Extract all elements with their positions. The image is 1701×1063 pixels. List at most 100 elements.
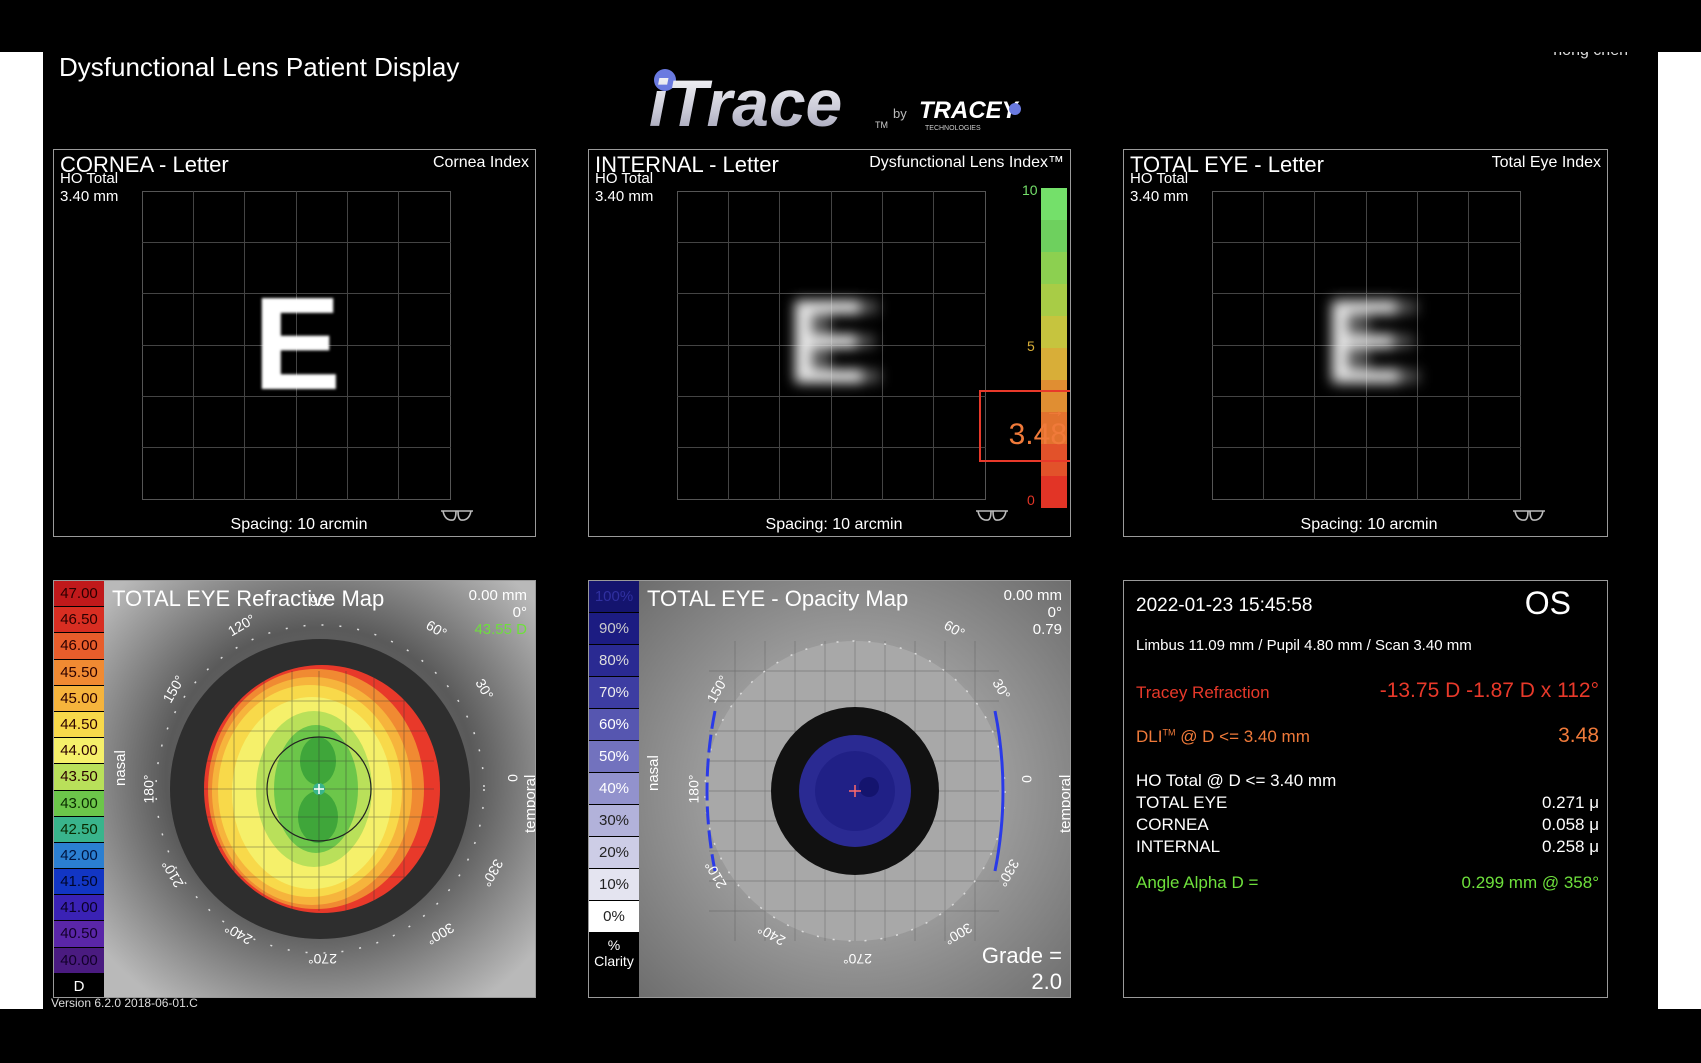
letter-e: E xyxy=(787,275,867,409)
legend-item: 44.00 xyxy=(54,738,104,765)
legend-unit: % Clarity xyxy=(589,933,639,969)
panel-subtitle: HO Total 3.40 mm xyxy=(1130,170,1188,206)
map-info-diameter: 0.00 mm xyxy=(1003,587,1062,604)
clarity-legend: 100% 90% 80% 70% 60% 50% 40% 30% 20% 10%… xyxy=(589,581,639,969)
ho-total-label: HO Total xyxy=(60,170,119,187)
temporal-label: temporal xyxy=(1057,774,1071,833)
cornea-letter-panel[interactable]: CORNEA - Letter HO Total 3.40 mm Cornea … xyxy=(53,149,536,537)
glasses-icon[interactable] xyxy=(1511,508,1547,524)
row-value: 0.058 μ xyxy=(1541,815,1599,834)
diameter-label: 3.40 mm xyxy=(1130,188,1189,205)
legend-item: 40.50 xyxy=(54,921,104,948)
letter-grid: E xyxy=(142,191,451,500)
letter-e-ghost: E xyxy=(805,275,885,409)
map-info-angle: 0° xyxy=(512,604,527,621)
total-eye-letter-panel[interactable]: TOTAL EYE - Letter HO Total 3.40 mm Tota… xyxy=(1123,149,1608,537)
angle-270: 270° xyxy=(308,951,337,967)
temporal-label: temporal xyxy=(522,774,536,833)
legend-unit-percent: % xyxy=(607,937,621,953)
logo-main-text: iTrace xyxy=(649,66,842,140)
refractive-map-panel[interactable]: 47.00 46.50 46.00 45.50 45.00 44.50 44.0… xyxy=(53,580,536,998)
refraction-label: Tracey Refraction xyxy=(1136,683,1270,702)
internal-letter-panel[interactable]: INTERNAL - Letter HO Total 3.40 mm Dysfu… xyxy=(588,149,1071,537)
refractive-legend: 47.00 46.50 46.00 45.50 45.00 44.50 44.0… xyxy=(54,581,104,997)
angle-alpha-label: Angle Alpha D = xyxy=(1136,873,1259,892)
logo-tm: TM xyxy=(875,120,888,130)
row-value: 0.258 μ xyxy=(1541,837,1599,856)
spacing-label: Spacing: 10 arcmin xyxy=(230,516,368,533)
legend-item: 70% xyxy=(589,677,639,709)
measurements: Limbus 11.09 mm / Pupil 4.80 mm / Scan 3… xyxy=(1136,637,1472,654)
grade-label: Grade = xyxy=(981,943,1062,968)
legend-item: 41.50 xyxy=(54,869,104,896)
scale-mid: 5 xyxy=(1027,338,1035,354)
dli-scale-bar xyxy=(1041,188,1067,508)
row-value: 0.271 μ xyxy=(1541,793,1599,812)
map-info-diameter: 0.00 mm xyxy=(468,587,527,604)
scale-min: 0 xyxy=(1027,492,1035,508)
ho-total-label: HO Total @ D <= 3.40 mm xyxy=(1136,771,1337,790)
legend-item: 41.00 xyxy=(54,895,104,922)
legend-item: 45.50 xyxy=(54,659,104,686)
legend-item: 42.00 xyxy=(54,842,104,870)
legend-item: 46.50 xyxy=(54,607,104,634)
cornea-index-label: Cornea Index xyxy=(432,154,529,171)
map-info-power: 43.55 D xyxy=(474,621,527,638)
glasses-icon[interactable] xyxy=(974,508,1010,524)
legend-item: 40% xyxy=(589,773,639,805)
spacing-label: Spacing: 10 arcmin xyxy=(765,516,903,533)
user-name: hong chen xyxy=(1553,52,1628,60)
legend-item: 10% xyxy=(589,869,639,901)
angle-90: 90° xyxy=(310,593,332,609)
legend-unit: D xyxy=(54,973,104,997)
letter-e: E xyxy=(253,270,341,417)
angle-0: 0 xyxy=(1018,775,1035,783)
map-info-value: 0.79 xyxy=(1032,621,1062,638)
legend-item: 0% xyxy=(589,901,639,933)
refractive-map-view xyxy=(104,581,535,997)
legend-item: 40.00 xyxy=(54,947,104,974)
legend-item: 20% xyxy=(589,837,639,869)
logo-company: TRACEY xyxy=(919,97,1020,124)
logo-star-icon xyxy=(654,69,676,91)
left-border-strip xyxy=(0,52,43,1009)
map-info: 0.00 mm 0° 43.55 D xyxy=(469,587,527,638)
legend-item: 30% xyxy=(589,805,639,837)
ho-total-label: HO Total xyxy=(595,170,654,187)
glasses-icon[interactable] xyxy=(439,508,475,524)
panel-subtitle: HO Total 3.40 mm xyxy=(595,170,653,206)
opacity-map-panel[interactable]: 100% 90% 80% 70% 60% 50% 40% 30% 20% 10%… xyxy=(588,580,1071,998)
patient-display: Dysfunctional Lens Patient Display hong … xyxy=(43,52,1658,1009)
map-info-angle: 0° xyxy=(1047,604,1062,621)
dli-label-text: DLI xyxy=(1136,727,1163,746)
dli-value-box: → 3.48 xyxy=(979,390,1070,462)
itrace-logo: iTrace TM by TRACEY TECHNOLOGIES xyxy=(649,66,1021,140)
legend-item: 43.00 xyxy=(54,790,104,817)
opacity-map-view xyxy=(639,581,1070,997)
legend-item: 45.00 xyxy=(54,685,104,712)
angle-0: 0 xyxy=(504,774,521,782)
diameter-label: 3.40 mm xyxy=(595,188,654,205)
right-border-strip xyxy=(1658,52,1701,1009)
legend-item: 44.50 xyxy=(54,711,104,739)
row-label: CORNEA xyxy=(1136,815,1209,834)
scale-max: 10 xyxy=(1022,182,1038,198)
angle-270: 270° xyxy=(843,951,872,967)
nasal-label: nasal xyxy=(112,750,129,786)
dli-label-rest: @ D <= 3.40 mm xyxy=(1175,727,1310,746)
logo-by: by xyxy=(893,106,907,121)
nasal-label: nasal xyxy=(645,755,662,791)
letter-grid: E E xyxy=(677,191,986,500)
summary-panel: 2022-01-23 15:45:58 OS Limbus 11.09 mm /… xyxy=(1123,580,1608,998)
logo-company-sub: TECHNOLOGIES xyxy=(925,125,981,132)
row-label: INTERNAL xyxy=(1136,837,1221,856)
grade-value: 2.0 xyxy=(1031,969,1062,994)
angle-alpha-value: 0.299 mm @ 358° xyxy=(1461,873,1599,892)
legend-item: 46.00 xyxy=(54,633,104,660)
logo-company-star-icon xyxy=(1009,103,1021,115)
dli-tm: TM xyxy=(1162,727,1176,738)
letter-e: E xyxy=(1324,275,1404,409)
version-label: Version 6.2.0 2018-06-01.C xyxy=(51,996,198,1009)
legend-item: 60% xyxy=(589,709,639,741)
map-title: TOTAL EYE - Opacity Map xyxy=(647,586,909,611)
